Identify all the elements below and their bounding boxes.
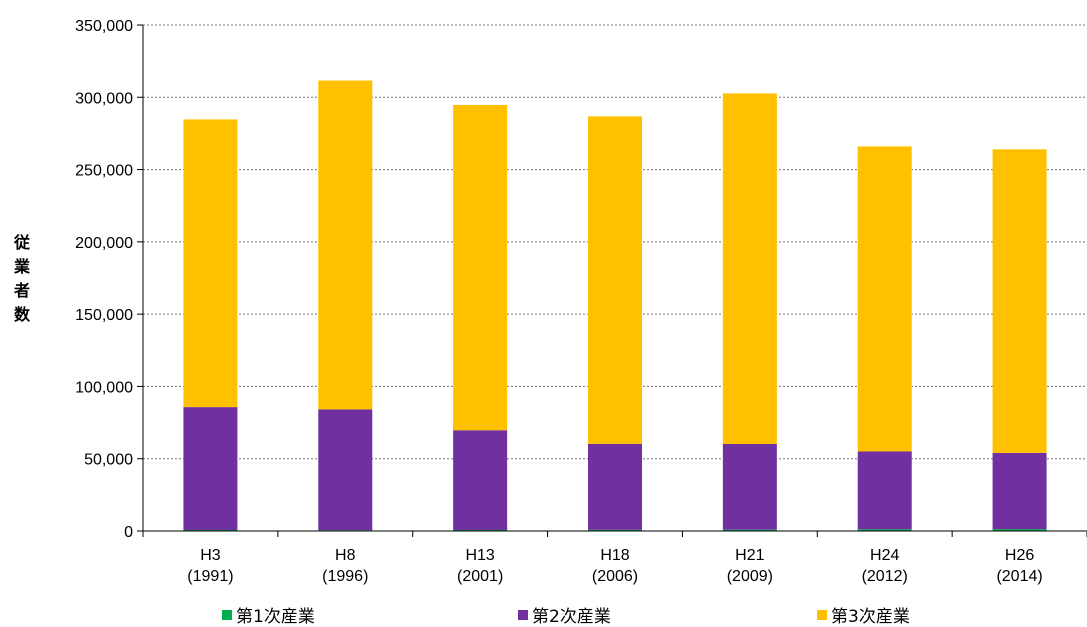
bar-segment-1 bbox=[992, 529, 1047, 531]
bar-segment-1 bbox=[722, 529, 777, 531]
legend-item-primary: 第1次産業 bbox=[222, 602, 315, 627]
x-tick-label: H26 bbox=[1005, 547, 1034, 564]
legend-label-primary: 第1次産業 bbox=[236, 607, 315, 627]
bar-segment-2 bbox=[318, 409, 373, 531]
y-tick-label: 150,000 bbox=[75, 307, 133, 324]
axes bbox=[137, 24, 1087, 537]
y-tick-label: 100,000 bbox=[75, 379, 133, 396]
x-tick-label: H24 bbox=[870, 547, 899, 564]
legend: 第1次産業 第2次産業 第3次産業 bbox=[0, 602, 1087, 627]
legend-swatch-primary bbox=[222, 609, 232, 620]
bar-segment-1 bbox=[183, 529, 238, 531]
bar-segment-3 bbox=[318, 80, 373, 410]
x-tick-label: (2009) bbox=[727, 568, 773, 585]
legend-swatch-secondary bbox=[518, 609, 528, 620]
y-axis-label-char: 業 bbox=[13, 257, 31, 276]
x-tick-label: (2012) bbox=[862, 568, 908, 585]
legend-swatch-tertiary bbox=[817, 609, 827, 620]
bar-segment-3 bbox=[183, 119, 238, 408]
bar-segment-3 bbox=[857, 146, 912, 452]
bar-segment-2 bbox=[588, 443, 642, 530]
stacked-bar-chart: 0 50,000 100,000 150,000 200,000 250,000 300,0… bbox=[13, 18, 1087, 585]
bar-segment-2 bbox=[857, 451, 912, 530]
y-tick-label: 250,000 bbox=[75, 163, 133, 180]
x-tick-label: H13 bbox=[465, 547, 494, 564]
bar-segment-3 bbox=[453, 104, 508, 431]
bar-segment-3 bbox=[992, 149, 1047, 453]
bar-segment-2 bbox=[453, 430, 508, 530]
y-tick-label: 350,000 bbox=[75, 18, 133, 35]
legend-label-secondary: 第2次産業 bbox=[532, 607, 611, 627]
y-tick-label: 300,000 bbox=[75, 90, 133, 107]
bar-segment-3 bbox=[722, 93, 777, 444]
bar-segment-1 bbox=[588, 529, 642, 531]
x-tick-label: (1991) bbox=[187, 568, 233, 585]
x-tick-label: (2014) bbox=[996, 568, 1042, 585]
y-tick-label: 50,000 bbox=[84, 452, 133, 469]
x-tick-labels: H3 (1991) H8 (1996) H13 (2001) H18 (2006) H21 (20… bbox=[187, 547, 1042, 585]
y-axis-label-char: 従 bbox=[13, 233, 30, 252]
bar-segment-2 bbox=[722, 443, 777, 530]
y-axis-label-char: 者 bbox=[13, 281, 30, 300]
bar-segment-1 bbox=[857, 529, 912, 531]
y-tick-label: 200,000 bbox=[75, 235, 133, 252]
legend-item-secondary: 第2次産業 bbox=[518, 602, 611, 627]
y-tick-labels: 0 50,000 100,000 150,000 200,000 250,000 300,0… bbox=[75, 18, 133, 541]
bar-segment-2 bbox=[183, 407, 238, 530]
legend-item-tertiary: 第3次産業 bbox=[817, 602, 910, 627]
bar-segment-2 bbox=[992, 452, 1047, 530]
y-tick-label: 0 bbox=[124, 524, 133, 541]
x-tick-label: H21 bbox=[735, 547, 764, 564]
x-tick-label: H18 bbox=[600, 547, 629, 564]
bar-segment-1 bbox=[453, 529, 508, 531]
x-tick-label: (1996) bbox=[322, 568, 368, 585]
x-tick-label: H3 bbox=[200, 547, 221, 564]
bar-segment-3 bbox=[588, 116, 642, 444]
x-tick-label: (2001) bbox=[457, 568, 503, 585]
y-axis-label-char: 数 bbox=[14, 305, 31, 324]
x-tick-label: (2006) bbox=[592, 568, 638, 585]
x-tick-label: H8 bbox=[335, 547, 356, 564]
legend-label-tertiary: 第3次産業 bbox=[831, 607, 910, 627]
bars bbox=[183, 80, 1047, 531]
